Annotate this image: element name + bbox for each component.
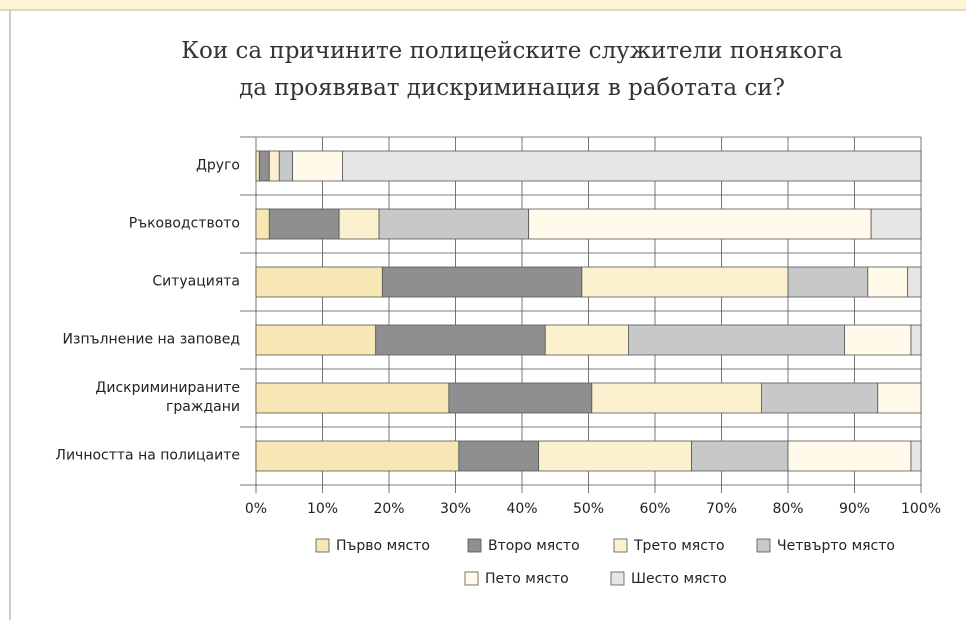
bar-segment	[268, 150, 280, 182]
y-tick-label: Изпълнение на заповед	[62, 331, 240, 348]
bar-segment	[258, 150, 270, 182]
y-tick-label: Ситуацията	[152, 273, 240, 290]
y-tick-label: Друго	[195, 157, 240, 174]
bar-segment	[278, 150, 293, 182]
bar-segment	[844, 324, 912, 356]
top-band	[0, 0, 966, 11]
x-tick-label: 90%	[839, 501, 870, 517]
x-tick-label: 10%	[307, 501, 338, 517]
bar-segment	[691, 440, 789, 472]
bar-segment	[342, 150, 922, 182]
legend-label: Първо място	[336, 538, 430, 554]
legend-swatch	[613, 538, 628, 553]
legend-label: Шесто място	[631, 571, 727, 587]
chart-subtitle: да проявяват дискриминация в работата си…	[239, 75, 785, 101]
legend-swatch	[756, 538, 771, 553]
bar-segment	[591, 382, 762, 414]
bar-segment	[255, 440, 460, 472]
bar-segment	[378, 208, 530, 240]
x-tick-label: 80%	[772, 501, 803, 517]
bar-segment	[910, 324, 922, 356]
x-tick-label: 0%	[245, 501, 267, 517]
x-tick-label: 20%	[373, 501, 404, 517]
legend-swatch	[464, 571, 479, 586]
bar-segment	[255, 324, 377, 356]
bar-segment	[338, 208, 380, 240]
bar-segment	[910, 440, 922, 472]
bar-segment	[877, 382, 922, 414]
bar-segment	[255, 208, 270, 240]
bar-segment	[538, 440, 692, 472]
x-tick-label: 100%	[901, 501, 941, 517]
bar-segment	[544, 324, 629, 356]
bar-segment	[381, 266, 583, 298]
bar-segment	[787, 266, 869, 298]
bar-segment	[907, 266, 922, 298]
legend-swatch	[610, 571, 625, 586]
legend-label: Четвърто място	[777, 538, 895, 554]
legend-label: Пето място	[485, 571, 569, 587]
bar-segment	[628, 324, 845, 356]
legend-swatch	[467, 538, 482, 553]
bar-segment	[255, 382, 450, 414]
bar-segment	[448, 382, 593, 414]
bar-segment	[268, 208, 340, 240]
bar-segment	[255, 266, 383, 298]
y-tick-label: Личността на полицаите	[55, 447, 240, 464]
bar-segment	[761, 382, 879, 414]
bar-segment	[870, 208, 922, 240]
y-tick-label: Ръководството	[128, 215, 240, 232]
bar-segment	[255, 150, 260, 182]
x-tick-label: 50%	[573, 501, 604, 517]
bar-segment	[528, 208, 872, 240]
bar-segment	[581, 266, 789, 298]
x-tick-label: 40%	[506, 501, 537, 517]
legend-label: Второ място	[488, 538, 580, 554]
chart-title: Кои са причините полицейските служители …	[181, 38, 843, 64]
y-tick-label: Дискриминираните граждани	[95, 380, 240, 415]
bar-segment	[375, 324, 546, 356]
bar-segment	[458, 440, 540, 472]
x-tick-label: 60%	[639, 501, 670, 517]
legend-swatch	[315, 538, 330, 553]
bar-segment	[292, 150, 343, 182]
bar-segment	[867, 266, 909, 298]
legend-label: Трето място	[633, 538, 725, 554]
x-tick-label: 70%	[706, 501, 737, 517]
x-tick-label: 30%	[440, 501, 471, 517]
bar-segment	[787, 440, 912, 472]
